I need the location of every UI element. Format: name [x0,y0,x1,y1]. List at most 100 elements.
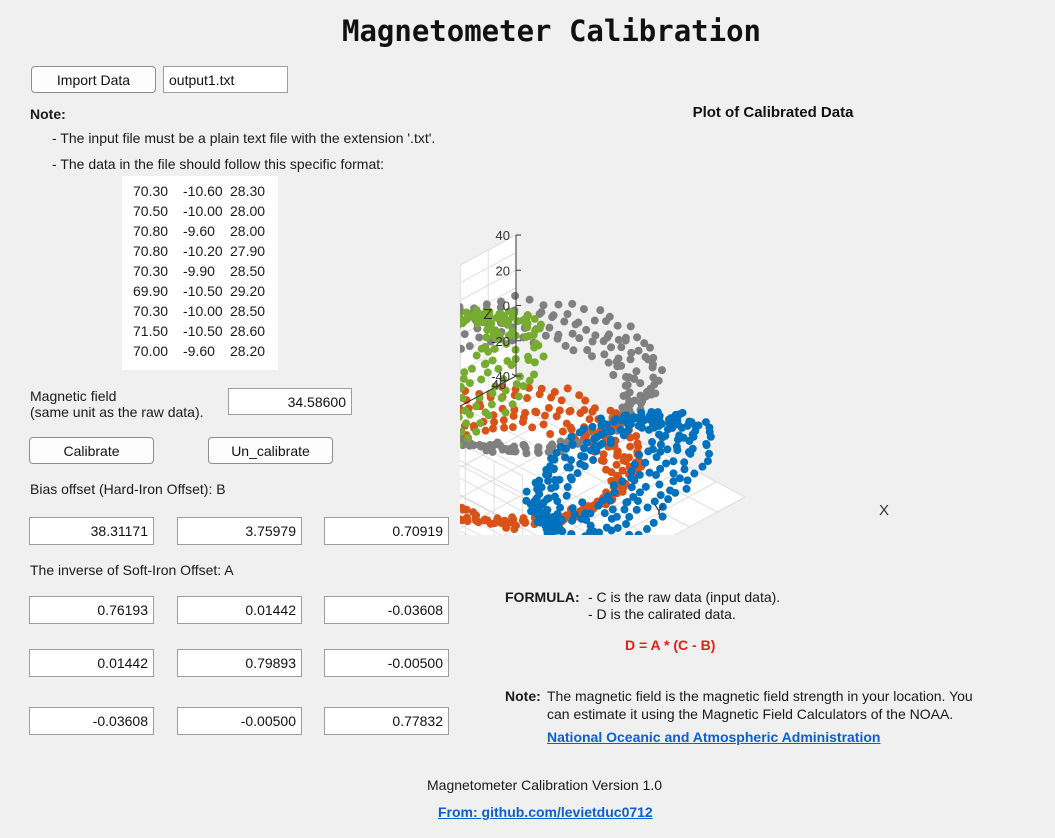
data-point [632,367,641,376]
data-point [623,420,632,429]
bias-y-field[interactable] [177,517,302,545]
data-point [602,465,611,474]
data-point [638,396,647,405]
data-point [549,465,558,474]
data-point [544,476,553,485]
data-point [621,333,630,342]
formula-line-2: - D is the calirated data. [588,606,736,622]
data-point [555,517,564,526]
soft-iron-a32-field[interactable] [177,707,302,735]
data-point [508,423,517,432]
data-point [472,402,481,411]
data-point [507,361,516,370]
data-point [591,331,600,340]
data-point [488,389,497,398]
soft-iron-a13-field[interactable] [324,596,449,624]
sample-row: 70.00 -9.60 28.20 [133,343,266,359]
sample-row: 71.50 -10.50 28.60 [133,323,266,339]
data-point [510,525,519,534]
data-point [567,530,576,535]
z-tick-label: 40 [496,228,510,243]
data-point [543,505,552,514]
sample-row: 70.50 -10.00 28.00 [133,203,266,219]
data-point [513,317,522,326]
data-point [622,520,631,529]
noaa-link[interactable]: National Oceanic and Atmospheric Adminis… [547,729,881,745]
data-point [563,463,572,472]
data-point [477,375,486,384]
data-point [663,445,672,454]
note2-line-1: The magnetic field is the magnetic field… [547,688,973,704]
grid-line [616,481,717,535]
sample-row: 70.30 -10.60 28.30 [133,183,266,199]
data-point [648,445,657,454]
data-point [640,339,649,348]
soft-iron-a33-field[interactable] [324,707,449,735]
data-point [575,334,584,343]
magnetic-field-input[interactable] [228,388,352,415]
data-point [460,344,466,353]
data-point [574,439,583,448]
data-point [544,494,553,503]
github-link[interactable]: From: github.com/levietduc0712 [438,804,653,820]
data-point [610,481,619,490]
data-point [618,487,627,496]
data-point [460,393,467,402]
data-point [667,414,676,423]
data-point [563,384,572,393]
data-point [656,447,665,456]
bias-x-field[interactable] [29,517,154,545]
soft-iron-a22-field[interactable] [177,649,302,677]
soft-iron-a11-field[interactable] [29,596,154,624]
file-name-field[interactable] [163,66,288,93]
data-point [613,523,622,532]
data-point [618,403,627,412]
uncalibrate-button[interactable]: Un_calibrate [208,437,333,464]
sample-row: 70.30 -9.90 28.50 [133,263,266,279]
data-point [672,442,681,451]
data-point [550,455,559,464]
data-point [562,419,571,428]
data-point [475,440,484,449]
data-point [523,311,532,320]
data-point [641,458,650,467]
data-point [544,403,553,412]
calibrated-data-plot[interactable]: Plot of Calibrated Data -40-2002040-40-2… [460,95,1055,535]
data-point [523,394,532,403]
data-point [580,462,589,471]
soft-iron-a23-field[interactable] [324,649,449,677]
soft-iron-a31-field[interactable] [29,707,154,735]
bias-z-field[interactable] [324,517,449,545]
data-point [530,314,539,323]
data-point [483,368,492,377]
data-point [630,374,639,383]
data-point [649,353,658,362]
data-point [635,450,644,459]
data-point [460,413,463,422]
data-point [580,452,589,461]
data-point [648,438,657,447]
data-point [545,323,554,332]
data-point [522,487,531,496]
data-point [604,358,613,367]
data-point [586,521,595,530]
z-tick-label: -40 [491,369,510,384]
data-point [505,518,514,527]
data-point [528,423,537,432]
data-point [549,527,558,535]
data-point [515,372,524,381]
data-point [530,358,539,367]
import-data-button[interactable]: Import Data [31,66,156,93]
calibrate-button[interactable]: Calibrate [29,437,154,464]
data-point [606,406,615,415]
data-point [489,424,498,433]
data-point [460,383,466,392]
data-point [614,354,623,363]
data-point [512,380,521,389]
soft-iron-a21-field[interactable] [29,649,154,677]
data-point [581,396,590,405]
data-point [626,442,635,451]
soft-iron-a12-field[interactable] [177,596,302,624]
data-point [623,380,632,389]
data-point [509,411,518,420]
